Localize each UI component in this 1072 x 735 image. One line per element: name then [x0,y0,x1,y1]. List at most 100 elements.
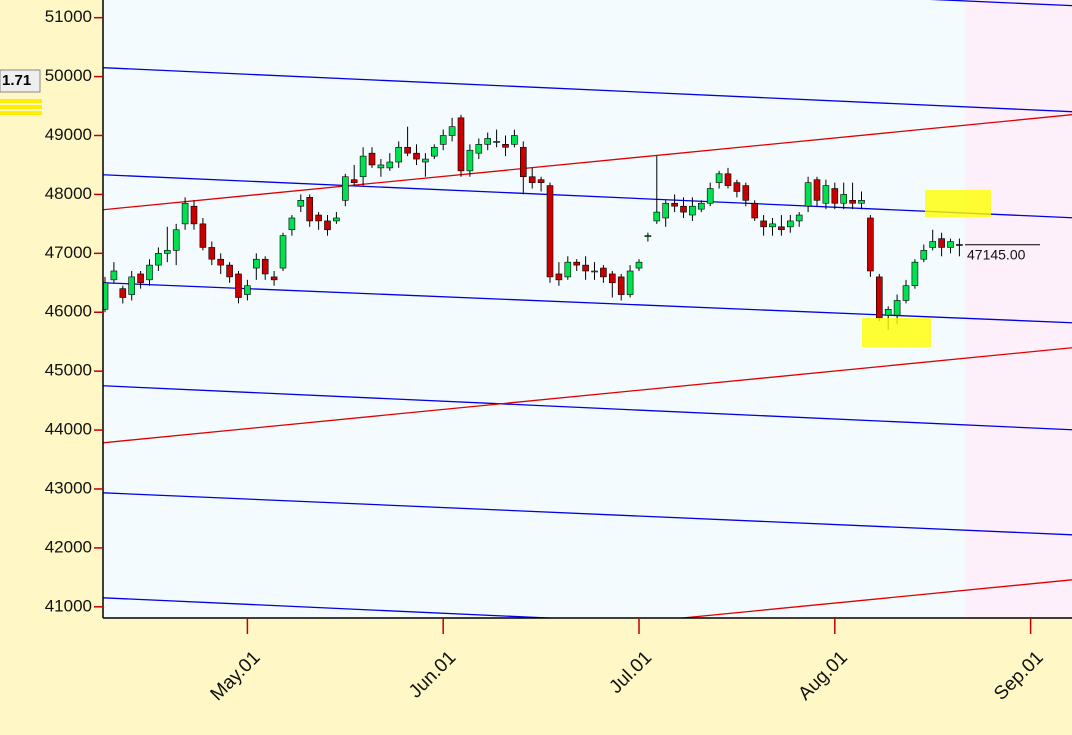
candle-body [884,308,892,316]
candle-body [190,205,198,225]
candle-body [377,164,385,169]
candle-body [244,285,251,295]
candle-body [146,264,153,281]
trend-line [103,114,1072,211]
candle-body [760,220,767,228]
candle-body [751,202,759,219]
candle-body [555,273,563,281]
candle-body [742,185,750,201]
candle-body [813,179,821,201]
candle-body [297,200,305,207]
side-label: 1.71 [2,72,31,89]
candle-body [502,144,509,148]
trend-line [103,67,1072,113]
candle-body [430,146,438,157]
candle-body [457,117,465,172]
candle-body [724,173,732,186]
candle-body [537,179,545,183]
candle-body [315,214,322,222]
candle-body [181,202,189,225]
candle-body [110,270,118,281]
y-tick-label: 43000 [45,478,92,497]
candle-body [226,264,233,278]
trend-line [103,347,1072,444]
candle-body [368,152,376,166]
y-tick-label: 42000 [45,537,92,556]
candle-body [172,229,180,251]
candle-body [439,135,447,145]
candle-body [858,200,865,204]
candle-body [938,238,945,248]
candle-body [546,185,554,278]
candle-body [582,264,589,272]
side-label-box [0,69,41,93]
candle-body [689,205,696,216]
side-label-marker [0,105,42,109]
plot [103,0,1072,618]
y-tick-label: 47000 [45,243,92,262]
candle-body [867,217,874,272]
y-tick-label: 45000 [45,361,92,380]
side-label-marker [0,111,42,115]
candle-body [199,223,207,248]
candle-body [573,261,581,266]
candle-body [653,211,661,222]
candle-body [733,182,741,192]
candle-body [947,241,954,248]
highlight [925,190,991,217]
y-tick-label: 50000 [45,66,92,85]
candle-body [564,261,572,278]
y-tick-label: 41000 [45,596,92,615]
candle-body [164,250,171,254]
candle-body [875,276,883,319]
candle-body [849,200,856,204]
candle-body [386,161,394,169]
candle-body [288,217,296,231]
side-label-marker [0,99,42,103]
candle-body [680,205,687,213]
candle-body [422,158,429,163]
candle-body [333,217,340,222]
candle-body [635,261,643,269]
candle-body [600,267,607,278]
y-tick-label: 44000 [45,420,92,439]
candle-body [253,258,260,269]
candle-body [840,194,848,204]
candle-body [626,270,634,295]
candle-body [484,138,492,145]
candle-body [715,173,723,183]
candle-body [119,288,127,298]
trend-line [103,597,563,618]
candle-body [217,258,224,266]
candle-body [786,220,794,228]
candle-body [261,258,269,275]
candle-body [413,152,420,160]
candle-body [920,250,928,260]
candle-body [608,273,616,284]
candle-body [769,223,776,228]
candle-body [804,182,812,207]
candle-body [448,126,456,136]
trend-line [103,385,1072,431]
y-tick-label: 48000 [45,184,92,203]
candle-body [706,188,714,204]
candle-body [466,149,474,172]
candle-body [929,241,937,248]
candle-body [341,176,349,201]
candle-body [235,273,242,298]
y-tick-label: 46000 [45,302,92,321]
candle-body [911,261,919,287]
future-area [965,0,1072,618]
candle-body [404,146,411,154]
last-price-label: 47145.00 [967,246,1026,262]
candle-body [671,202,678,207]
candle-body [697,202,705,210]
candle-body [617,276,625,295]
trend-line [103,492,1072,536]
candle-body [103,282,109,310]
candle-body [350,179,358,183]
trend-line [103,282,1072,324]
candle-body [155,253,162,266]
trend-line [675,579,1072,618]
